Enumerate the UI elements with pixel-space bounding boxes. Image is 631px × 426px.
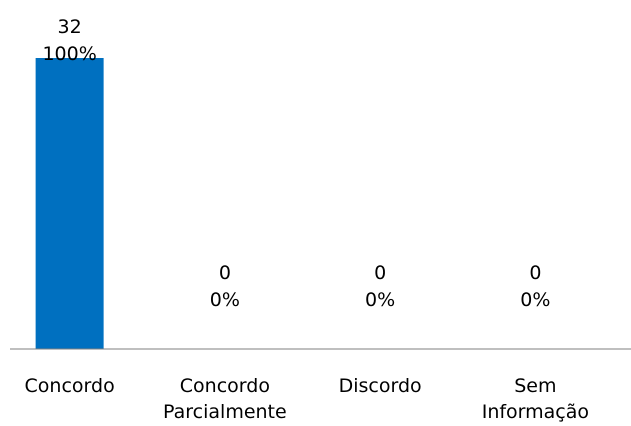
percent-label-0: 100%	[42, 43, 96, 65]
category-label-1-line-0: Concordo	[180, 375, 270, 397]
data-labels-layer: 32 100% 0 0% 0 0% 0 0%	[42, 16, 550, 311]
percent-label-1: 0%	[210, 289, 240, 311]
percent-label-2: 0%	[365, 289, 395, 311]
value-label-1: 0	[219, 262, 231, 284]
category-label-3-line-1: Informação	[482, 401, 589, 423]
category-labels-layer: Concordo Concordo Parcialmente Discordo Sem I…	[25, 375, 589, 423]
bar-0	[35, 58, 104, 349]
bars-layer	[35, 58, 104, 349]
value-label-2: 0	[374, 262, 386, 284]
percent-label-3: 0%	[520, 289, 550, 311]
category-label-0-line-0: Concordo	[25, 375, 115, 397]
category-label-3-line-0: Sem	[514, 375, 556, 397]
value-label-3: 0	[529, 262, 541, 284]
value-label-0: 32	[58, 16, 82, 38]
category-label-2-line-0: Discordo	[339, 375, 422, 397]
category-label-1-line-1: Parcialmente	[163, 401, 287, 423]
